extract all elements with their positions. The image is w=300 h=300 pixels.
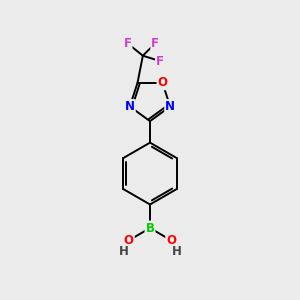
Text: F: F (124, 37, 131, 50)
Text: F: F (151, 37, 159, 50)
Text: O: O (124, 234, 134, 247)
Text: B: B (146, 221, 154, 235)
Text: H: H (172, 245, 182, 258)
Text: O: O (166, 234, 176, 247)
Text: F: F (156, 55, 164, 68)
Text: O: O (158, 76, 167, 89)
Text: H: H (118, 245, 128, 258)
Text: N: N (165, 100, 175, 113)
Text: N: N (125, 100, 135, 113)
